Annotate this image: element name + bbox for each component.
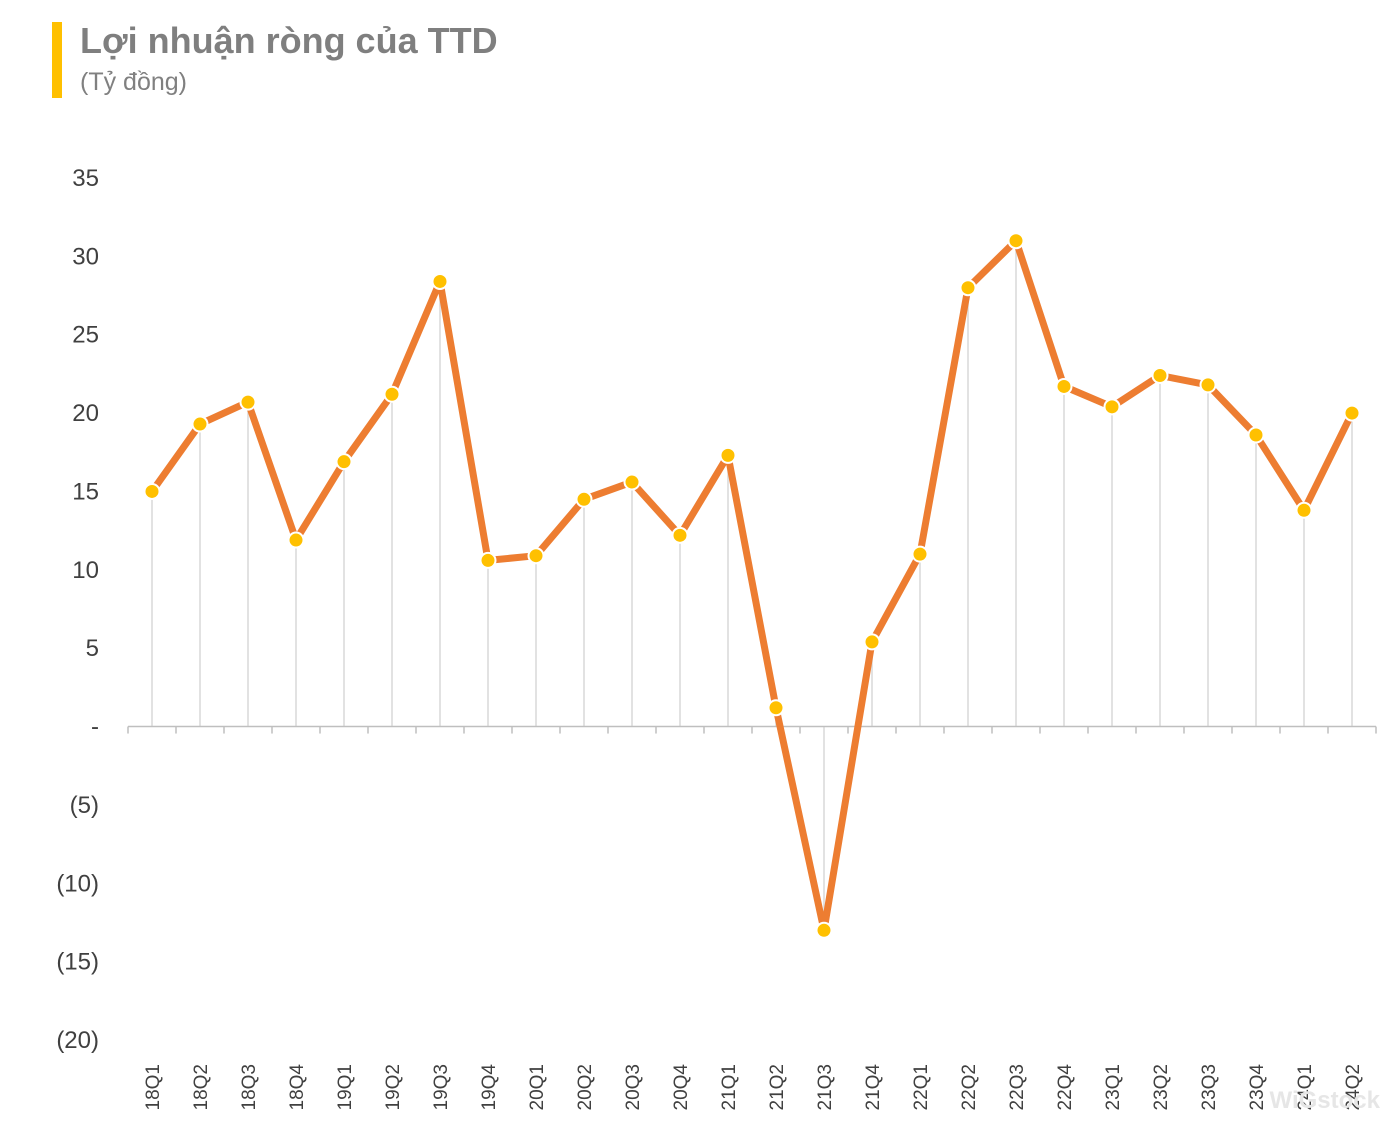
data-point — [863, 633, 881, 651]
title-accent-bar — [52, 22, 62, 98]
y-tick-label: - — [91, 714, 99, 741]
y-tick-label: 35 — [72, 165, 99, 192]
y-tick-label: 20 — [72, 400, 99, 427]
data-point — [575, 490, 593, 508]
x-axis-labels: 18Q1 18Q2 18Q3 18Q4 19Q1 19Q2 19Q3 19Q4 20Q1 20Q2… — [143, 1064, 1364, 1111]
x-tick-label: 19Q1 — [335, 1064, 356, 1110]
data-point — [1343, 404, 1361, 422]
series-line — [148, 237, 1356, 934]
x-tick-label: 18Q2 — [191, 1064, 212, 1110]
data-point — [479, 551, 497, 569]
x-tick-label: 19Q2 — [383, 1064, 404, 1110]
x-tick-label: 24Q1 — [1295, 1064, 1316, 1110]
x-tick-label: 18Q4 — [287, 1064, 308, 1111]
x-tick-label: 18Q3 — [239, 1064, 260, 1110]
data-point — [191, 415, 209, 433]
x-tick-label: 18Q1 — [143, 1064, 164, 1110]
data-point — [239, 393, 257, 411]
x-tick-label: 19Q4 — [479, 1064, 500, 1111]
data-point — [911, 545, 929, 563]
data-point — [1007, 232, 1025, 250]
data-point — [671, 526, 689, 544]
data-point — [1055, 377, 1073, 395]
x-tick-label: 19Q3 — [431, 1064, 452, 1110]
x-tick-label: 22Q4 — [1055, 1064, 1076, 1111]
y-axis-labels: 35 30 25 20 15 10 5 - (5) (10) (15) (20) — [56, 165, 99, 1054]
y-tick-label: 25 — [72, 322, 99, 349]
x-tick-label: 21Q2 — [767, 1064, 788, 1110]
x-tick-label: 22Q1 — [911, 1064, 932, 1110]
x-tick-label: 20Q4 — [671, 1064, 692, 1111]
data-point — [383, 385, 401, 403]
x-tick-label: 22Q3 — [1007, 1064, 1028, 1110]
x-tick-label: 23Q1 — [1103, 1064, 1124, 1110]
y-tick-label: (15) — [56, 949, 99, 976]
y-tick-label: (5) — [70, 792, 99, 819]
drop-lines — [151, 240, 1353, 931]
y-tick-label: (20) — [56, 1027, 99, 1054]
data-point — [1199, 376, 1217, 394]
data-point — [1103, 398, 1121, 416]
x-axis — [127, 725, 1377, 734]
data-point — [719, 446, 737, 464]
marker-layer — [143, 232, 1361, 939]
data-point — [143, 482, 161, 500]
x-tick-label: 23Q3 — [1199, 1064, 1220, 1110]
x-tick-label: 20Q2 — [575, 1064, 596, 1110]
y-tick-label: 10 — [72, 557, 99, 584]
series-line-layer — [148, 237, 1356, 934]
y-tick-label: 30 — [72, 243, 99, 270]
data-point — [1247, 426, 1265, 444]
x-tick-label: 20Q1 — [527, 1064, 548, 1110]
data-point — [527, 547, 545, 565]
data-point — [815, 921, 833, 939]
watermark-logo: WiGstock — [1269, 1087, 1380, 1114]
x-tick-label: 24Q2 — [1343, 1064, 1364, 1110]
data-point — [1151, 366, 1169, 384]
y-tick-label: 15 — [72, 478, 99, 505]
x-tick-label: 23Q4 — [1247, 1064, 1268, 1111]
data-point — [1295, 501, 1313, 519]
x-tick-label: 21Q3 — [815, 1064, 836, 1110]
data-point — [335, 453, 353, 471]
data-point — [767, 699, 785, 717]
data-point — [431, 272, 449, 290]
data-point — [959, 279, 977, 297]
x-tick-label: 21Q4 — [863, 1064, 884, 1111]
chart-subtitle: (Tỷ đồng) — [80, 68, 187, 96]
y-tick-label: (10) — [56, 870, 99, 897]
y-tick-label: 5 — [86, 635, 99, 662]
x-tick-label: 22Q2 — [959, 1064, 980, 1110]
x-tick-label: 21Q1 — [719, 1064, 740, 1110]
x-tick-label: 23Q2 — [1151, 1064, 1172, 1110]
data-point — [287, 531, 305, 549]
data-point — [623, 473, 641, 491]
x-tick-label: 20Q3 — [623, 1064, 644, 1110]
chart-title: Lợi nhuận ròng của TTD — [80, 20, 498, 61]
